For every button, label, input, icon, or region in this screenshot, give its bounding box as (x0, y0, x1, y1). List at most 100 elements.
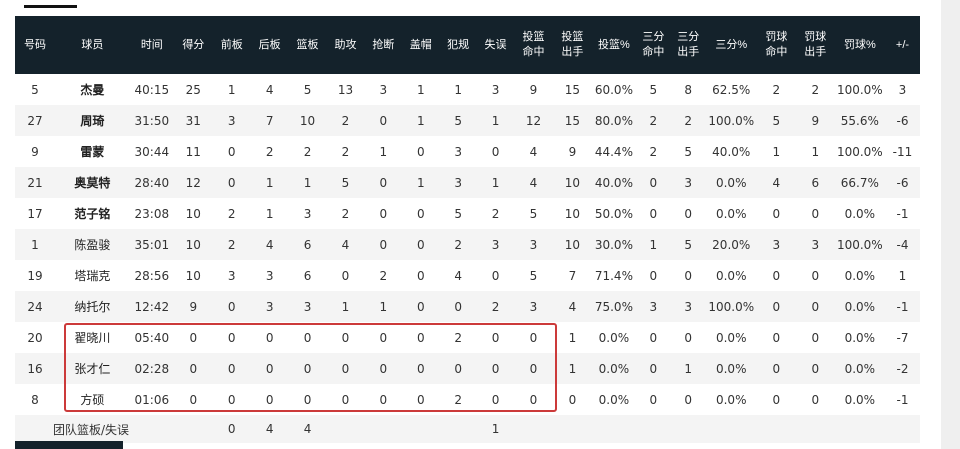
header-fg-att[interactable]: 投篮 出手 (552, 16, 592, 74)
cell-steals: 1 (364, 291, 403, 322)
cell-player-name[interactable]: 范子铭 (74, 207, 111, 221)
cell-ft-att: 1 (811, 144, 820, 159)
cell-def-reb: 1 (250, 167, 289, 198)
team-empty-cell (364, 415, 403, 443)
team-turnovers: 1 (477, 415, 514, 443)
cell-player-name[interactable]: 纳托尔 (54, 291, 130, 322)
cell-ft-pct: 0.0% (844, 392, 876, 407)
cell-def-reb: 1 (265, 206, 274, 221)
cell-fg-pct: 60.0% (594, 82, 633, 97)
cell-player-name[interactable]: 雷蒙 (80, 145, 105, 159)
cell-player-name[interactable]: 陈盈骏 (54, 229, 130, 260)
cell-player-name[interactable]: 方硕 (80, 393, 105, 407)
cell-blocks: 1 (402, 105, 440, 136)
header-plus-minus[interactable]: +/- (884, 16, 920, 74)
cell-off-reb: 0 (227, 144, 236, 159)
header-minutes[interactable]: 时间 (129, 16, 174, 74)
cell-ft-att: 9 (795, 105, 835, 136)
cell-ft-att: 6 (795, 167, 835, 198)
cell-steals: 0 (379, 330, 388, 345)
cell-3p-made: 0 (649, 268, 658, 283)
cell-blocks: 0 (402, 229, 440, 260)
cell-number: 1 (15, 229, 55, 260)
cell-player-name[interactable]: 杰曼 (80, 83, 105, 97)
cell-fg-att: 1 (552, 353, 592, 384)
cell-off-reb: 2 (212, 229, 251, 260)
cell-plus-minus: 1 (898, 268, 907, 283)
cell-blocks: 0 (416, 330, 425, 345)
cell-steals: 0 (379, 392, 388, 407)
cell-assists: 2 (326, 105, 365, 136)
cell-player-name[interactable]: 张才仁 (54, 353, 130, 384)
cell-fg-made: 0 (529, 330, 538, 345)
cell-player-name[interactable]: 塔瑞克 (74, 269, 111, 283)
header-fg-made[interactable]: 投篮 命中 (514, 16, 553, 74)
header-ft-att[interactable]: 罚球 出手 (795, 16, 835, 74)
header-rebounds[interactable]: 篮板 (288, 16, 327, 74)
cell-number: 9 (31, 144, 39, 159)
cell-turnovers: 3 (491, 82, 500, 97)
cell-ft-made: 0 (772, 392, 781, 407)
header-fg-pct[interactable]: 投篮% (591, 16, 636, 74)
header-player[interactable]: 球员 (54, 16, 130, 74)
team-empty-cell (514, 415, 553, 443)
cell-minutes: 01:06 (134, 392, 170, 407)
header-turnovers[interactable]: 失误 (477, 16, 514, 74)
header-off-reb[interactable]: 前板 (212, 16, 251, 74)
cell-minutes: 28:56 (134, 268, 170, 283)
header-steals[interactable]: 抢断 (364, 16, 403, 74)
cell-ft-pct: 100.0% (834, 229, 885, 260)
cell-points: 10 (185, 206, 201, 221)
cell-steals: 0 (364, 167, 403, 198)
cell-3p-pct: 100.0% (705, 105, 757, 136)
scrollbar-track[interactable] (941, 0, 960, 449)
cell-blocks: 0 (416, 206, 425, 221)
header-3p-made[interactable]: 三分 命中 (635, 16, 671, 74)
header-assists[interactable]: 助攻 (326, 16, 365, 74)
cell-points: 0 (189, 392, 198, 407)
cell-turnovers: 2 (477, 291, 514, 322)
cell-3p-pct: 0.0% (715, 206, 747, 221)
cell-player-name[interactable]: 奥莫特 (54, 167, 130, 198)
cell-fg-made: 0 (529, 392, 538, 407)
cell-plus-minus: -1 (896, 206, 909, 221)
cell-turnovers: 1 (477, 167, 514, 198)
cell-number: 24 (15, 291, 55, 322)
header-blocks[interactable]: 盖帽 (402, 16, 440, 74)
header-3p-pct[interactable]: 三分% (705, 16, 757, 74)
cell-3p-att: 1 (670, 353, 706, 384)
cell-ft-att: 0 (811, 330, 820, 345)
team-empty-cell (402, 415, 440, 443)
cell-fg-pct: 75.0% (591, 291, 636, 322)
cell-3p-att: 5 (670, 229, 706, 260)
cell-player-name[interactable]: 周琦 (54, 105, 130, 136)
cell-points: 0 (189, 330, 198, 345)
cell-3p-att: 8 (684, 82, 693, 97)
cell-3p-att: 5 (684, 144, 693, 159)
table-row: 8 方硕 01:06 0 0 0 0 0 0 0 2 0 0 0 0.0% 0 0 0.0% 0 0 0.0% -1 (15, 384, 920, 415)
cell-turnovers: 1 (477, 105, 514, 136)
cell-3p-made: 3 (635, 291, 671, 322)
header-points[interactable]: 得分 (173, 16, 213, 74)
cell-fg-pct: 0.0% (598, 392, 630, 407)
header-fouls[interactable]: 犯规 (439, 16, 478, 74)
cell-fg-pct: 80.0% (591, 105, 636, 136)
cell-def-reb: 0 (250, 353, 289, 384)
cell-3p-pct: 0.0% (715, 268, 747, 283)
cell-steals: 0 (379, 206, 388, 221)
cell-ft-pct: 100.0% (836, 144, 883, 159)
cell-fouls: 2 (454, 392, 462, 407)
team-empty-cell (173, 415, 213, 443)
cell-3p-att: 0 (684, 392, 693, 407)
cell-fg-att: 4 (552, 291, 592, 322)
header-ft-pct[interactable]: 罚球% (834, 16, 885, 74)
cell-player-name[interactable]: 翟晓川 (74, 331, 111, 345)
header-3p-att[interactable]: 三分 出手 (670, 16, 706, 74)
header-number[interactable]: 号码 (15, 16, 55, 74)
header-def-reb[interactable]: 后板 (250, 16, 289, 74)
cell-minutes: 35:01 (129, 229, 174, 260)
cell-3p-pct: 0.0% (705, 167, 757, 198)
cell-fg-made: 3 (514, 291, 553, 322)
team-empty-cell (635, 415, 671, 443)
header-ft-made[interactable]: 罚球 命中 (756, 16, 796, 74)
